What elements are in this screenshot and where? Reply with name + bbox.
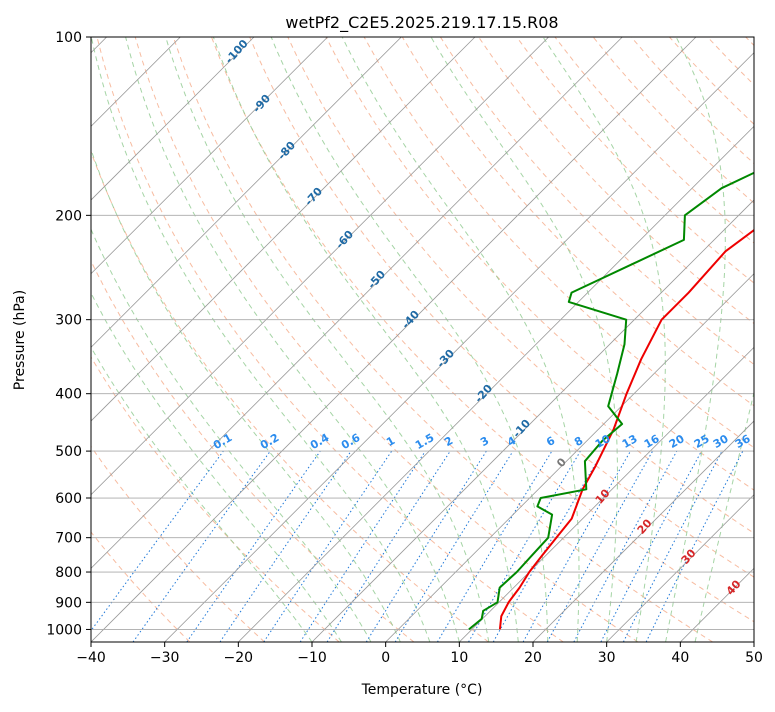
x-tick-label: −30 [150,650,180,666]
x-tick-label: −10 [297,650,327,666]
x-tick-label: −20 [224,650,254,666]
x-tick-label: 10 [450,650,468,666]
x-tick-label: 0 [381,650,390,666]
y-tick-label: 800 [55,565,82,581]
y-tick-label: 700 [55,531,82,547]
y-tick-label: 600 [55,491,82,507]
x-tick-label: 40 [671,650,689,666]
y-tick-label: 1000 [46,622,82,638]
y-tick-label: 500 [55,444,82,460]
y-tick-label: 200 [55,208,82,224]
x-axis-label: Temperature (°C) [361,682,483,698]
y-axis-label: Pressure (hPa) [12,290,28,390]
y-tick-label: 100 [55,30,82,46]
y-tick-label: 900 [55,595,82,611]
x-tick-label: 30 [598,650,616,666]
x-tick-label: −40 [76,650,106,666]
y-tick-label: 400 [55,387,82,403]
y-tick-label: 300 [55,313,82,329]
x-tick-label: 50 [745,650,763,666]
x-tick-label: 20 [524,650,542,666]
chart-title: wetPf2_C2E5.2025.219.17.15.R08 [285,13,558,33]
